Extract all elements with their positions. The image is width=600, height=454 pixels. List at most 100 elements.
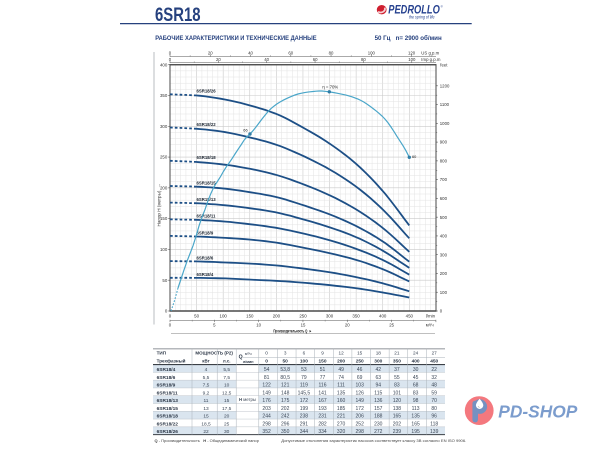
svg-text:6SR18/13: 6SR18/13	[157, 398, 179, 404]
svg-text:42: 42	[376, 367, 382, 373]
svg-text:270: 270	[337, 421, 346, 427]
svg-text:6SR18/18: 6SR18/18	[197, 155, 217, 160]
svg-text:300: 300	[440, 252, 448, 257]
svg-text:6SR18/11: 6SR18/11	[197, 214, 216, 219]
svg-text:103: 103	[356, 383, 365, 389]
svg-text:185: 185	[337, 406, 346, 412]
svg-text:53,8: 53,8	[280, 367, 290, 373]
svg-text:100: 100	[408, 57, 416, 62]
svg-text:53: 53	[301, 367, 307, 373]
svg-text:32: 32	[431, 375, 437, 381]
svg-text:22: 22	[431, 367, 437, 373]
svg-text:101: 101	[393, 390, 402, 396]
svg-text:450: 450	[406, 314, 414, 319]
svg-text:0: 0	[169, 57, 172, 62]
svg-text:200: 200	[337, 359, 345, 365]
svg-text:49: 49	[338, 367, 344, 373]
svg-text:100: 100	[160, 247, 168, 252]
svg-text:300: 300	[374, 359, 382, 365]
svg-text:119: 119	[300, 383, 308, 389]
svg-text:350: 350	[352, 314, 360, 319]
svg-text:450: 450	[430, 359, 438, 365]
svg-text:121: 121	[281, 383, 290, 389]
svg-text:126: 126	[356, 390, 365, 396]
svg-text:12: 12	[338, 350, 344, 355]
svg-text:6SR18/18: 6SR18/18	[157, 414, 179, 420]
svg-text:80: 80	[361, 57, 366, 62]
svg-text:Н метры: Н метры	[239, 397, 256, 402]
svg-text:Q: Q	[239, 355, 243, 361]
svg-text:320: 320	[337, 429, 346, 435]
svg-text:250: 250	[160, 155, 168, 160]
svg-text:120: 120	[408, 51, 416, 56]
svg-text:51: 51	[320, 367, 326, 373]
svg-text:200: 200	[440, 271, 448, 276]
svg-text:400: 400	[379, 314, 387, 319]
svg-text:м³/ч: м³/ч	[426, 322, 434, 327]
svg-text:282: 282	[318, 421, 327, 427]
svg-text:9: 9	[321, 350, 324, 355]
svg-text:350: 350	[393, 359, 401, 365]
svg-text:203: 203	[262, 406, 271, 412]
svg-text:200: 200	[273, 314, 281, 319]
svg-text:74: 74	[338, 375, 344, 381]
svg-text:PEDROLLO: PEDROLLO	[388, 3, 440, 17]
svg-text:250: 250	[299, 314, 307, 319]
svg-text:83: 83	[413, 390, 419, 396]
svg-text:800: 800	[440, 159, 448, 164]
svg-text:15: 15	[224, 398, 230, 404]
svg-text:6SR18/15: 6SR18/15	[197, 180, 217, 185]
svg-text:η = 70%: η = 70%	[322, 84, 338, 89]
svg-text:45: 45	[413, 375, 419, 381]
svg-text:296: 296	[281, 421, 290, 427]
svg-text:122: 122	[262, 383, 271, 389]
svg-text:298: 298	[356, 429, 365, 435]
svg-text:165: 165	[411, 421, 420, 427]
svg-text:176: 176	[262, 398, 271, 404]
svg-text:66: 66	[243, 128, 247, 133]
svg-text:22: 22	[203, 429, 209, 435]
svg-text:113: 113	[412, 406, 420, 412]
svg-text:344: 344	[300, 429, 309, 435]
svg-text:206: 206	[356, 414, 365, 420]
svg-text:60: 60	[288, 51, 293, 56]
svg-text:10: 10	[224, 383, 230, 389]
svg-text:6SR18/4: 6SR18/4	[197, 272, 214, 277]
svg-text:135: 135	[337, 390, 346, 396]
svg-text:77: 77	[320, 375, 326, 381]
svg-text:148: 148	[281, 390, 290, 396]
svg-text:20: 20	[216, 57, 221, 62]
svg-text:59: 59	[431, 390, 437, 396]
svg-text:4: 4	[205, 367, 208, 373]
svg-text:239: 239	[393, 429, 402, 435]
svg-text:100: 100	[440, 290, 448, 295]
svg-text:238: 238	[300, 414, 309, 420]
svg-text:18: 18	[376, 350, 382, 355]
svg-text:100: 100	[368, 51, 376, 56]
svg-text:63: 63	[376, 375, 382, 381]
svg-text:150: 150	[246, 314, 254, 319]
svg-text:81: 81	[264, 375, 270, 381]
svg-text:150: 150	[160, 216, 168, 221]
svg-text:54: 54	[264, 367, 270, 373]
svg-text:18,5: 18,5	[201, 421, 211, 427]
svg-text:l/min: l/min	[426, 314, 436, 319]
svg-text:1100: 1100	[440, 102, 450, 107]
svg-text:272: 272	[374, 429, 383, 435]
svg-text:6SR18/6: 6SR18/6	[197, 256, 214, 261]
svg-text:40: 40	[264, 57, 269, 62]
svg-text:195: 195	[411, 429, 420, 435]
svg-text:0: 0	[169, 314, 172, 319]
svg-text:0: 0	[440, 309, 443, 314]
svg-text:6SR18/26: 6SR18/26	[197, 89, 217, 94]
svg-text:50 Гц n= 2900 об/мин: 50 Гц n= 2900 об/мин	[375, 35, 442, 42]
svg-text:20: 20	[345, 322, 350, 327]
svg-text:30: 30	[413, 367, 419, 373]
svg-text:242: 242	[281, 414, 290, 420]
svg-text:200: 200	[160, 186, 168, 191]
svg-text:7,5: 7,5	[203, 383, 210, 389]
svg-text:221: 221	[337, 414, 346, 420]
svg-text:60: 60	[313, 57, 318, 62]
svg-text:116: 116	[319, 383, 327, 389]
svg-text:6SR18/26: 6SR18/26	[157, 429, 179, 435]
